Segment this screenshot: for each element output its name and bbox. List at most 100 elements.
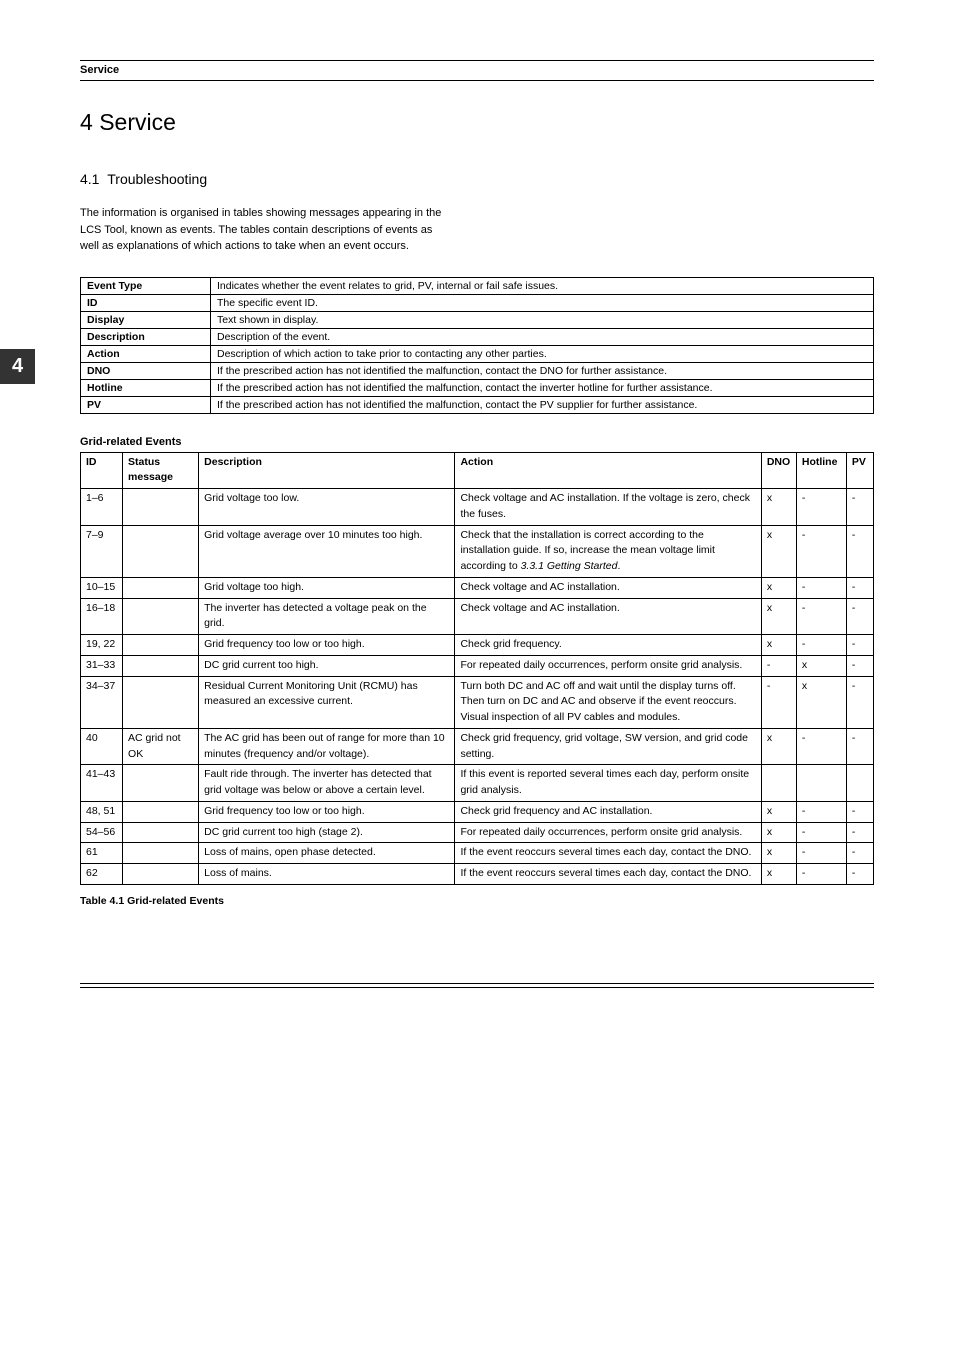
cell-description: The AC grid has been out of range for mo…: [199, 728, 455, 765]
cell-id: 7–9: [81, 525, 123, 577]
section-name: Troubleshooting: [107, 171, 207, 187]
cell-status: [123, 822, 199, 843]
cell-hotline: -: [796, 801, 846, 822]
italic-reference: 3.3.1 Getting Started: [521, 560, 618, 572]
cell-description: Residual Current Monitoring Unit (RCMU) …: [199, 676, 455, 728]
cell-id: 48, 51: [81, 801, 123, 822]
legend-label: Description: [81, 328, 211, 345]
cell-dno: x: [761, 728, 796, 765]
legend-label: DNO: [81, 362, 211, 379]
cell-description: The inverter has detected a voltage peak…: [199, 598, 455, 635]
section-title: 4.1 Troubleshooting: [80, 171, 874, 187]
intro-paragraph: The information is organised in tables s…: [80, 205, 450, 255]
cell-dno: -: [761, 655, 796, 676]
th-description: Description: [199, 452, 455, 489]
cell-description: Grid voltage average over 10 minutes too…: [199, 525, 455, 577]
footer-rule-top: [80, 983, 874, 984]
legend-row: DNOIf the prescribed action has not iden…: [81, 362, 874, 379]
cell-description: Grid voltage too high.: [199, 577, 455, 598]
chapter-title: 4 Service: [80, 109, 874, 136]
cell-dno: x: [761, 822, 796, 843]
cell-action: Check that the installation is correct a…: [455, 525, 761, 577]
cell-pv: -: [846, 577, 873, 598]
legend-label: Action: [81, 345, 211, 362]
cell-hotline: -: [796, 864, 846, 885]
cell-pv: [846, 765, 873, 802]
cell-action: For repeated daily occurrences, perform …: [455, 822, 761, 843]
cell-status: [123, 765, 199, 802]
table-row: 34–37Residual Current Monitoring Unit (R…: [81, 676, 874, 728]
cell-description: DC grid current too high (stage 2).: [199, 822, 455, 843]
cell-pv: -: [846, 843, 873, 864]
legend-desc: Description of which action to take prio…: [211, 345, 874, 362]
legend-row: DescriptionDescription of the event.: [81, 328, 874, 345]
cell-id: 31–33: [81, 655, 123, 676]
cell-dno: x: [761, 843, 796, 864]
legend-desc: Description of the event.: [211, 328, 874, 345]
side-tab: 4: [0, 349, 35, 384]
cell-pv: -: [846, 489, 873, 526]
cell-action: Check voltage and AC installation.: [455, 577, 761, 598]
table-row: 19, 22 Grid frequency too low or too high…: [81, 635, 874, 656]
cell-pv: -: [846, 635, 873, 656]
cell-id: 19, 22: [81, 635, 123, 656]
cell-status: [123, 577, 199, 598]
cell-action: Turn both DC and AC off and wait until t…: [455, 676, 761, 728]
legend-desc: If the prescribed action has not identif…: [211, 379, 874, 396]
cell-id: 16–18: [81, 598, 123, 635]
cell-id: 41–43: [81, 765, 123, 802]
cell-action: Check grid frequency.: [455, 635, 761, 656]
events-table: ID Status message Description Action DNO…: [80, 452, 874, 885]
legend-row: DisplayText shown in display.: [81, 311, 874, 328]
legend-label: Event Type: [81, 277, 211, 294]
legend-label: PV: [81, 396, 211, 413]
cell-status: [123, 489, 199, 526]
cell-description: Loss of mains.: [199, 864, 455, 885]
cell-description: Grid frequency too low or too high.: [199, 635, 455, 656]
page-content: Service 4 Service 4.1 Troubleshooting Th…: [0, 0, 954, 1350]
cell-status: [123, 864, 199, 885]
cell-id: 10–15: [81, 577, 123, 598]
legend-label: Display: [81, 311, 211, 328]
cell-hotline: -: [796, 577, 846, 598]
table-row: 16–18 The inverter has detected a voltage…: [81, 598, 874, 635]
table-row: 7–9 Grid voltage average over 10 minutes …: [81, 525, 874, 577]
th-status: Status message: [123, 452, 199, 489]
legend-row: IDThe specific event ID.: [81, 294, 874, 311]
th-hotline: Hotline: [796, 452, 846, 489]
section-number: 4.1: [80, 171, 99, 187]
cell-id: 1–6: [81, 489, 123, 526]
legend-desc: Indicates whether the event relates to g…: [211, 277, 874, 294]
cell-action: Check voltage and AC installation.: [455, 598, 761, 635]
cell-action: If the event reoccurs several times each…: [455, 843, 761, 864]
cell-description: Loss of mains, open phase detected.: [199, 843, 455, 864]
legend-desc: The specific event ID.: [211, 294, 874, 311]
cell-hotline: -: [796, 822, 846, 843]
cell-pv: -: [846, 822, 873, 843]
cell-dno: x: [761, 801, 796, 822]
cell-status: [123, 801, 199, 822]
cell-pv: -: [846, 801, 873, 822]
cell-hotline: [796, 765, 846, 802]
cell-hotline: -: [796, 525, 846, 577]
table-row: 1–6Grid voltage too low.Check voltage an…: [81, 489, 874, 526]
cell-description: Grid frequency too low or too high.: [199, 801, 455, 822]
th-action: Action: [455, 452, 761, 489]
cell-id: 62: [81, 864, 123, 885]
legend-desc: If the prescribed action has not identif…: [211, 362, 874, 379]
cell-action: Check grid frequency and AC installation…: [455, 801, 761, 822]
chapter-name: Service: [99, 109, 176, 135]
chapter-number: 4: [80, 109, 93, 135]
table-row: 62Loss of mains.If the event reoccurs se…: [81, 864, 874, 885]
th-dno: DNO: [761, 452, 796, 489]
cell-status: [123, 655, 199, 676]
cell-pv: -: [846, 728, 873, 765]
cell-hotline: x: [796, 655, 846, 676]
cell-status: [123, 635, 199, 656]
legend-row: HotlineIf the prescribed action has not …: [81, 379, 874, 396]
cell-dno: x: [761, 598, 796, 635]
cell-hotline: x: [796, 676, 846, 728]
cell-hotline: -: [796, 843, 846, 864]
footer-rule-bottom: [80, 987, 874, 988]
cell-action: Check grid frequency, grid voltage, SW v…: [455, 728, 761, 765]
